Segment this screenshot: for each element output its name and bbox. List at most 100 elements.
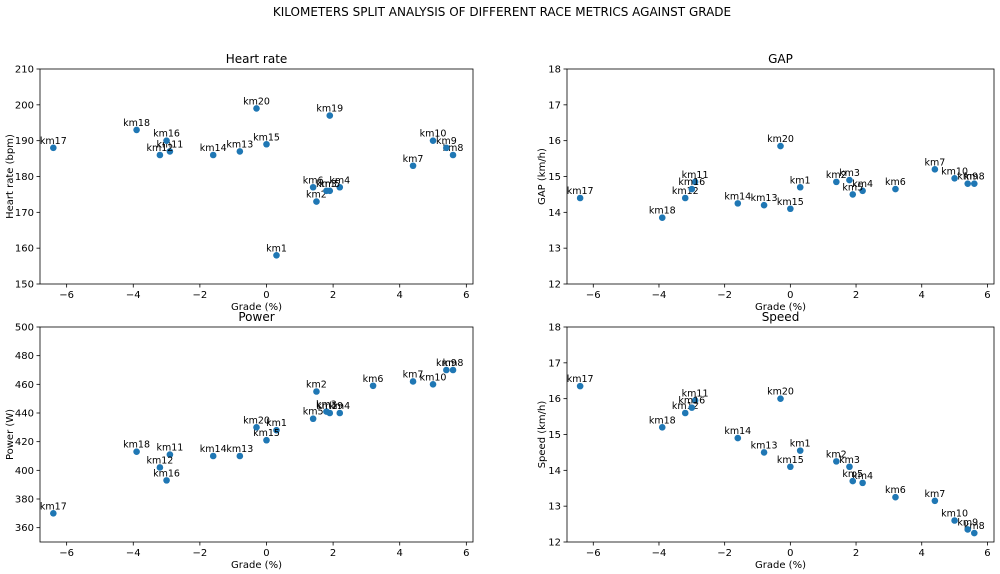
power-y-tick-label: 380 [15, 495, 34, 506]
heart-rate-x-tick-label: 0 [263, 290, 269, 301]
gap-point-km13 [760, 201, 768, 209]
speed-point-label-km6: km6 [885, 485, 906, 496]
gap-y-tick-label: 17 [548, 100, 561, 111]
heart-rate-x-axis-label: Grade (%) [231, 302, 282, 313]
heart-rate-point-km12 [156, 151, 164, 159]
heart-rate-point-label-km15: km15 [253, 132, 280, 143]
speed-point-label-km16: km16 [678, 396, 705, 407]
gap-x-tick-label: 6 [984, 290, 990, 301]
power-point-label-km8: km8 [443, 358, 464, 369]
speed-point-km5 [849, 477, 857, 485]
gap-point-label-km12: km12 [672, 186, 699, 197]
power-point-km4 [336, 409, 344, 417]
speed-point-km6 [892, 493, 899, 501]
speed-point-label-km13: km13 [751, 440, 778, 451]
power-point-label-km4: km4 [329, 401, 350, 412]
gap-point-km18 [658, 214, 666, 222]
speed-point-label-km8: km8 [964, 521, 985, 532]
power-y-tick-label: 460 [15, 380, 34, 391]
speed-point-km13 [760, 449, 768, 456]
heart-rate-x-tick-label: −6 [59, 290, 74, 301]
power-point-km17 [50, 510, 57, 517]
speed-point-label-km11: km11 [682, 388, 709, 399]
heart-rate-point-km11 [166, 148, 174, 155]
power-point-label-km17: km17 [40, 501, 67, 512]
heart-rate-point-km18 [133, 126, 140, 134]
gap-point-label-km16: km16 [678, 177, 705, 188]
heart-rate-point-label-km7: km7 [403, 154, 424, 165]
heart-rate-point-km6 [309, 183, 317, 191]
gap-point-label-km20: km20 [767, 134, 794, 145]
speed-point-km18 [658, 424, 666, 431]
speed-point-label-km14: km14 [724, 426, 751, 437]
gap-y-tick-label: 12 [548, 280, 561, 291]
speed-x-tick-label: 0 [787, 548, 793, 559]
power-y-tick-label: 420 [15, 437, 34, 448]
gap-point-km15 [787, 205, 794, 213]
gap-y-axis-label: GAP (km/h) [537, 148, 548, 205]
power-point-km13 [236, 452, 244, 460]
gap-x-tick-label: 0 [787, 290, 793, 301]
gap-point-km17 [576, 194, 584, 202]
power-point-label-km10: km10 [420, 372, 447, 383]
heart-rate-point-km19 [326, 112, 334, 119]
speed-point-km11 [691, 397, 699, 404]
speed-title: Speed [762, 310, 800, 324]
power-point-km20 [253, 424, 260, 431]
gap-y-tick-label: 16 [548, 136, 561, 147]
heart-rate-point-label-km1: km1 [266, 243, 287, 254]
gap-point-km3 [846, 176, 853, 184]
power-y-tick-label: 400 [15, 466, 34, 477]
gap-y-tick-label: 14 [548, 208, 561, 219]
heart-rate-y-tick-label: 190 [15, 136, 34, 147]
speed-point-km15 [787, 463, 794, 471]
speed-x-axis-label: Grade (%) [755, 560, 806, 571]
heart-rate-point-km20 [253, 105, 260, 112]
gap-y-tick-label: 13 [548, 244, 561, 255]
speed-x-tick-label: 4 [919, 548, 925, 559]
heart-rate-point-km2 [313, 198, 320, 205]
gap-point-km20 [777, 142, 784, 150]
power-axes-frame [39, 326, 474, 543]
power-x-axis-label: Grade (%) [231, 560, 282, 571]
speed-y-tick-label: 17 [548, 358, 561, 369]
speed-point-label-km15: km15 [777, 455, 804, 466]
gap-point-km4 [859, 187, 866, 195]
power-point-label-km6: km6 [363, 374, 384, 385]
power-point-km8 [449, 366, 457, 374]
gap-x-tick-label: 2 [853, 290, 859, 301]
power-x-tick-label: 4 [397, 548, 403, 559]
heart-rate-point-label-km11: km11 [156, 139, 183, 150]
speed-x-tick-label: −4 [652, 548, 667, 559]
heart-rate-x-tick-label: 4 [397, 290, 403, 301]
power-y-tick-label: 480 [15, 351, 34, 362]
gap-x-tick-label: −2 [717, 290, 732, 301]
power-y-tick-label: 360 [15, 523, 34, 534]
speed-x-tick-label: 2 [853, 548, 859, 559]
power-x-tick-label: 2 [330, 548, 336, 559]
gap-point-label-km14: km14 [724, 191, 751, 202]
heart-rate-point-km8 [449, 151, 457, 159]
gap-point-km16 [688, 185, 696, 193]
gap-point-label-km6: km6 [885, 177, 906, 188]
power-point-label-km20: km20 [243, 415, 270, 426]
heart-rate-point-km10 [429, 137, 437, 144]
gap-point-label-km10: km10 [941, 166, 968, 177]
gap-point-km9 [964, 180, 972, 187]
gap-point-km6 [892, 185, 899, 193]
gap-point-label-km18: km18 [649, 206, 676, 217]
speed-point-km14 [734, 434, 742, 442]
power-point-km5 [309, 415, 317, 423]
heart-rate-y-axis-label: Heart rate (bpm) [5, 134, 16, 219]
gap-x-tick-label: −6 [586, 290, 601, 301]
heart-rate-point-label-km2: km2 [306, 190, 327, 201]
gap-point-km7 [931, 166, 939, 173]
gap-point-label-km5: km5 [842, 182, 863, 193]
power-point-km6 [369, 382, 377, 390]
speed-point-km8 [970, 529, 978, 537]
power-point-km18 [133, 448, 140, 456]
power-point-label-km18: km18 [123, 440, 150, 451]
gap-point-label-km17: km17 [567, 186, 594, 197]
power-point-km19 [326, 409, 334, 417]
speed-panel: Speed −6 −4 −2 0 2 4 6 12 13 14 15 16 17 18 Grade (%) Sp… [537, 310, 995, 571]
